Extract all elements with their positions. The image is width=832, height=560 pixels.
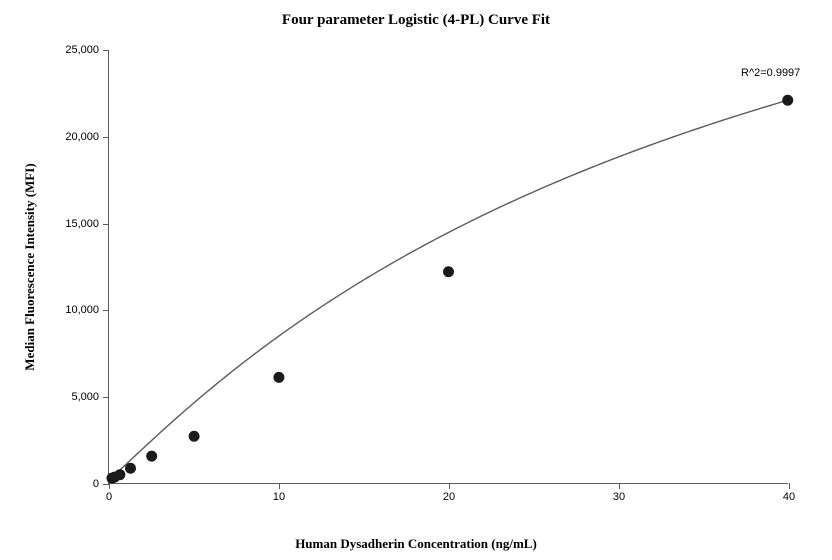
x-axis-label: Human Dysadherin Concentration (ng/mL): [0, 536, 832, 552]
y-tick: [103, 397, 109, 398]
y-tick: [103, 137, 109, 138]
fit-curve: [109, 100, 787, 479]
x-tick: [619, 483, 620, 489]
x-tick-label: 20: [443, 491, 455, 503]
x-tick-label: 0: [106, 491, 112, 503]
x-tick: [449, 483, 450, 489]
chart-title: Four parameter Logistic (4-PL) Curve Fit: [0, 12, 832, 29]
y-tick-label: 20,000: [65, 131, 99, 143]
r-squared-annotation: R^2=0.9997: [741, 67, 800, 79]
chart-container: Four parameter Logistic (4-PL) Curve Fit…: [0, 0, 832, 560]
y-tick-label: 5,000: [71, 391, 99, 403]
x-tick: [109, 483, 110, 489]
data-point: [273, 372, 284, 383]
y-tick-label: 10,000: [65, 304, 99, 316]
y-tick: [103, 50, 109, 51]
data-point: [114, 469, 125, 480]
plot-svg: [109, 50, 788, 483]
data-point: [443, 266, 454, 277]
plot-area: 05,00010,00015,00020,00025,000010203040R…: [108, 50, 788, 484]
y-tick-label: 15,000: [65, 218, 99, 230]
data-point: [782, 95, 793, 106]
data-point: [146, 451, 157, 462]
y-tick-label: 0: [93, 478, 99, 490]
x-tick-label: 40: [783, 491, 795, 503]
x-tick: [279, 483, 280, 489]
x-tick-label: 30: [613, 491, 625, 503]
x-tick: [789, 483, 790, 489]
y-tick: [103, 224, 109, 225]
y-tick: [103, 310, 109, 311]
y-axis-label: Median Fluorescence Intensity (MFI): [22, 163, 38, 370]
x-tick-label: 10: [273, 491, 285, 503]
data-point: [125, 463, 136, 474]
y-tick-label: 25,000: [65, 44, 99, 56]
data-point: [189, 431, 200, 442]
